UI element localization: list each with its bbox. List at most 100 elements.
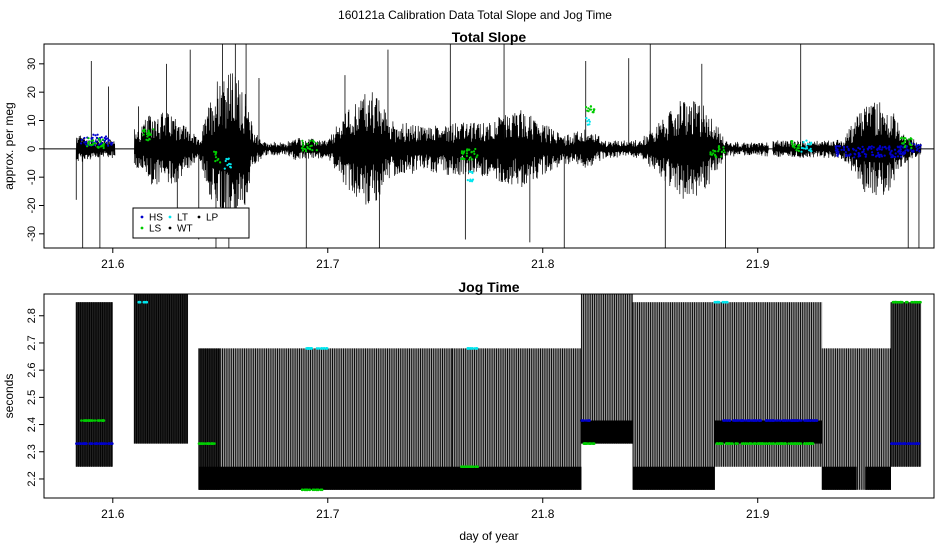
point-hs xyxy=(917,442,920,445)
point-ls xyxy=(720,150,724,153)
point-hs xyxy=(98,442,102,445)
point-lt xyxy=(325,347,329,350)
point-ls xyxy=(717,150,720,153)
y-tick-label: 10 xyxy=(26,114,38,126)
y-axis-jog-time: 2.2 2.3 2.4 2.5 2.6 2.7 2.8 xyxy=(26,308,44,487)
point-hs xyxy=(913,143,916,146)
point-ls xyxy=(465,154,468,158)
point-ls xyxy=(312,139,315,142)
slope-series-line xyxy=(75,135,116,162)
point-hs xyxy=(894,155,897,159)
point-hs xyxy=(846,145,849,148)
point-ls xyxy=(904,139,907,142)
point-hs xyxy=(587,419,591,422)
point-hs xyxy=(800,419,803,422)
point-hs xyxy=(771,419,775,422)
point-hs xyxy=(97,143,100,146)
point-lt xyxy=(802,147,805,150)
point-ls xyxy=(744,442,748,445)
point-hs xyxy=(880,153,883,156)
point-lt xyxy=(806,143,810,146)
jog-segment-lines xyxy=(452,348,581,490)
point-lt xyxy=(471,180,474,183)
point-hs xyxy=(853,156,856,159)
point-ls xyxy=(465,152,468,155)
point-ls xyxy=(97,137,100,140)
point-ls xyxy=(904,144,907,147)
point-hs xyxy=(91,442,94,445)
point-hs xyxy=(908,442,912,445)
point-hs xyxy=(857,153,861,156)
x-tick-label: 21.9 xyxy=(746,507,770,521)
point-ls xyxy=(85,419,89,422)
jog-dark-band xyxy=(822,466,857,490)
x-tick-label: 21.6 xyxy=(101,507,125,521)
y-tick-label: 30 xyxy=(26,58,38,70)
point-hs xyxy=(104,442,108,445)
point-ls xyxy=(768,442,772,445)
point-hs xyxy=(791,419,795,422)
point-ls xyxy=(911,300,914,304)
point-ls xyxy=(475,156,478,159)
point-ls xyxy=(315,149,318,152)
point-ls xyxy=(308,488,312,492)
point-ls xyxy=(101,138,104,141)
point-ls xyxy=(902,137,906,140)
point-lt xyxy=(800,146,804,150)
y-axis-label-jog-time: seconds xyxy=(2,374,16,419)
point-ls xyxy=(805,442,808,445)
point-lt xyxy=(471,171,474,175)
jog-segment-lines xyxy=(219,348,452,490)
legend-lt-label: LT xyxy=(177,213,188,224)
point-lt xyxy=(586,120,589,123)
point-ls xyxy=(585,106,588,109)
point-ls xyxy=(795,149,798,152)
point-ls xyxy=(214,160,217,163)
point-ls xyxy=(783,442,787,445)
point-lt xyxy=(320,347,323,350)
point-ls xyxy=(94,142,97,145)
point-ls xyxy=(474,465,478,469)
jog-segment-lines xyxy=(133,294,188,444)
point-ls xyxy=(908,142,912,145)
point-lt xyxy=(229,165,232,168)
plot-area-jog-time xyxy=(75,294,922,492)
point-hs xyxy=(107,139,111,142)
point-ls xyxy=(102,145,105,148)
point-hs xyxy=(92,133,95,136)
point-hs xyxy=(809,419,812,422)
point-lt xyxy=(142,300,146,304)
point-hs xyxy=(840,148,843,151)
legend-lp-label: LP xyxy=(206,213,219,224)
point-hs xyxy=(893,148,897,151)
point-ls xyxy=(592,442,596,445)
point-hs xyxy=(885,147,888,150)
point-ls xyxy=(476,465,480,469)
point-ls xyxy=(214,153,217,156)
jog-segment-lines xyxy=(714,302,821,467)
point-hs xyxy=(104,138,108,141)
point-ls xyxy=(757,442,761,445)
jog-segment-fill xyxy=(633,302,715,490)
point-hs xyxy=(898,442,902,445)
point-lt xyxy=(809,147,812,150)
point-hs xyxy=(902,153,905,156)
point-hs xyxy=(753,419,757,422)
point-ls xyxy=(899,137,903,140)
point-ls xyxy=(790,140,793,143)
point-hs xyxy=(78,442,82,445)
point-hs xyxy=(100,136,103,139)
point-hs xyxy=(904,442,907,445)
point-hs xyxy=(896,155,900,158)
point-ls xyxy=(302,144,305,147)
point-lt xyxy=(808,149,811,152)
point-lt xyxy=(227,157,230,160)
point-ls xyxy=(214,156,218,159)
point-hs xyxy=(836,150,839,153)
point-ls xyxy=(713,150,716,153)
point-hs xyxy=(875,154,879,157)
legend-ls-label: LS xyxy=(149,224,162,235)
point-hs xyxy=(903,151,907,154)
point-hs xyxy=(107,442,110,445)
point-ls xyxy=(304,150,308,153)
